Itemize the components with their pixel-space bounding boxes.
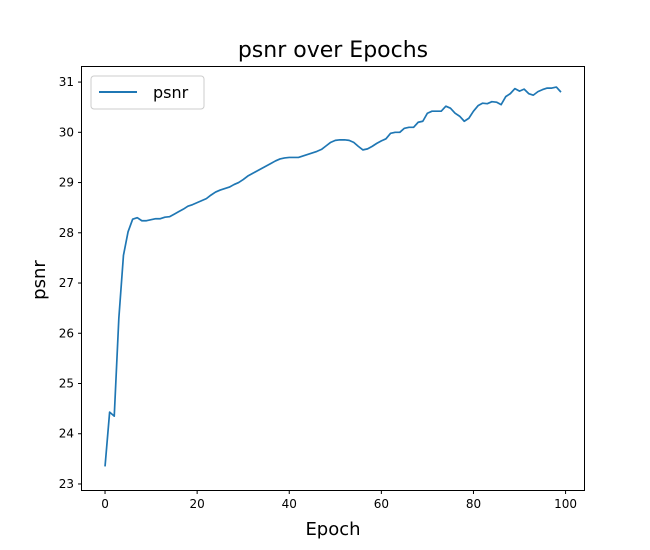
series-line-psnr	[104, 86, 562, 467]
plot-frame	[81, 66, 585, 491]
plot-area	[104, 86, 562, 467]
y-tick-label: 31	[59, 75, 74, 89]
y-axis: 23 24 25 26 27 28 29 30 31	[59, 75, 82, 491]
y-axis-label: psnr	[29, 260, 50, 300]
x-tick-label: 0	[101, 497, 109, 511]
x-tick-label: 80	[466, 497, 481, 511]
y-tick-label: 27	[59, 276, 74, 290]
x-tick-label: 40	[282, 497, 297, 511]
x-tick-label: 20	[189, 497, 204, 511]
x-axis: 0 20 40 60 80 100	[101, 490, 577, 511]
y-tick-label: 28	[59, 226, 74, 240]
y-tick-label: 29	[59, 176, 74, 190]
y-tick-label: 23	[59, 477, 74, 491]
y-tick-label: 25	[59, 376, 74, 390]
chart-title: psnr over Epochs	[238, 38, 428, 63]
x-tick-label: 100	[554, 497, 577, 511]
y-tick-label: 24	[59, 427, 74, 441]
legend: psnr	[90, 75, 205, 110]
legend-box	[90, 75, 205, 110]
x-tick-label: 60	[374, 497, 389, 511]
y-tick-label: 26	[59, 326, 74, 340]
x-axis-label: Epoch	[305, 519, 360, 540]
legend-label-psnr: psnr	[153, 83, 189, 102]
y-tick-label: 30	[59, 125, 74, 139]
